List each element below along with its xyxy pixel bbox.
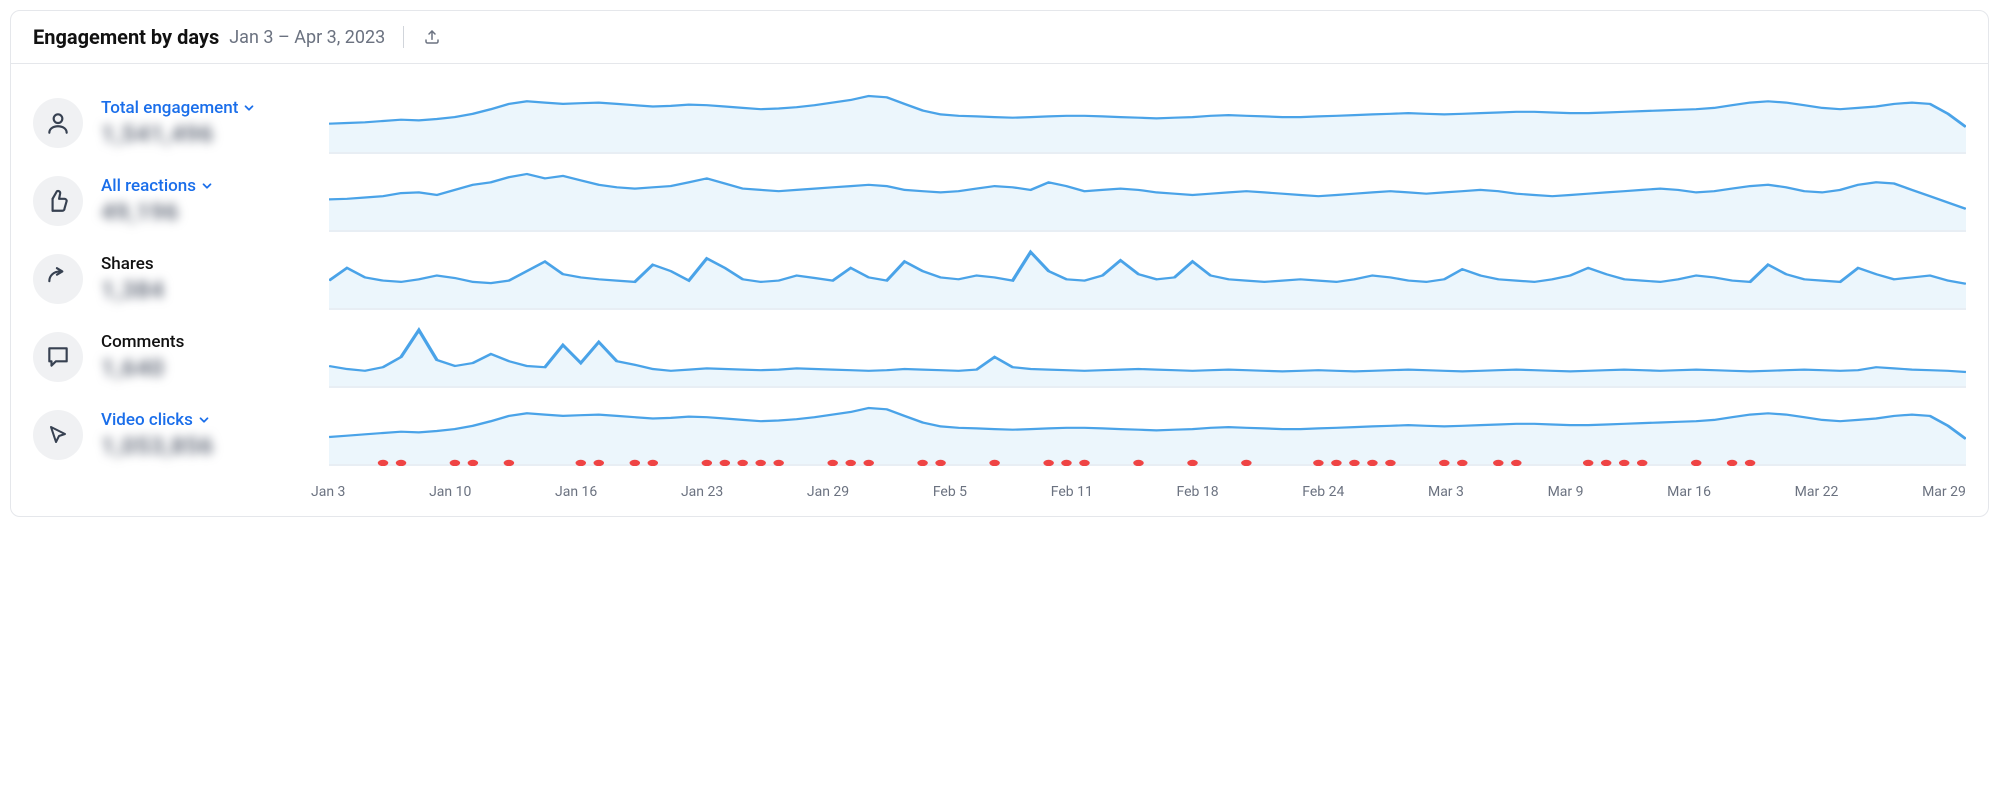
metric-value-all-reactions: 49,196	[101, 198, 311, 226]
chevron-down-icon	[200, 179, 214, 193]
metric-row-shares: Shares 1,384	[11, 240, 1988, 318]
sparkline-total-engagement	[329, 92, 1966, 154]
x-axis-tick: Jan 16	[555, 484, 597, 500]
metric-label-video-clicks[interactable]: Video clicks	[101, 410, 211, 430]
x-axis-tick: Feb 18	[1176, 484, 1218, 500]
chevron-down-icon	[197, 413, 211, 427]
x-axis-tick: Feb 24	[1302, 484, 1344, 500]
sparkline-shares	[329, 248, 1966, 310]
engagement-panel: Engagement by days Jan 3 – Apr 3, 2023 T…	[10, 10, 1989, 517]
metric-label-all-reactions[interactable]: All reactions	[101, 176, 214, 196]
metric-label-total-engagement[interactable]: Total engagement	[101, 98, 256, 118]
metric-row-video-clicks: Video clicks 1,053,856	[11, 396, 1988, 474]
sparkline-all-reactions	[329, 170, 1966, 232]
comment-icon	[33, 332, 83, 382]
x-axis-tick: Mar 3	[1428, 484, 1464, 500]
metric-label-col: All reactions 49,196	[101, 176, 311, 226]
metric-row-total-engagement: Total engagement 1,541,496	[11, 84, 1988, 162]
x-axis-tick: Mar 22	[1795, 484, 1839, 500]
metric-rows: Total engagement 1,541,496 All reactions…	[11, 64, 1988, 482]
metric-label-col: Total engagement 1,541,496	[101, 98, 311, 148]
metric-label-comments: Comments	[101, 332, 184, 352]
x-axis-tick: Jan 29	[807, 484, 849, 500]
metric-value-shares: 1,384	[101, 276, 311, 304]
thumb-icon	[33, 176, 83, 226]
metric-label-text: Video clicks	[101, 410, 193, 430]
x-axis-tick: Feb 11	[1051, 484, 1093, 500]
export-icon[interactable]	[422, 27, 442, 47]
divider	[403, 26, 404, 48]
person-icon	[33, 98, 83, 148]
x-axis-tick: Jan 3	[311, 484, 345, 500]
metric-value-comments: 1,640	[101, 354, 311, 382]
panel-date-range: Jan 3 – Apr 3, 2023	[229, 27, 385, 48]
metric-label-col: Comments 1,640	[101, 332, 311, 382]
chevron-down-icon	[242, 101, 256, 115]
metric-label-text: All reactions	[101, 176, 196, 196]
sparkline-comments	[329, 326, 1966, 388]
sparkline-video-clicks	[329, 404, 1966, 466]
x-axis-tick: Feb 5	[933, 484, 967, 500]
metric-value-video-clicks: 1,053,856	[101, 432, 311, 460]
x-axis-labels: Jan 3 Jan 10 Jan 16 Jan 23 Jan 29 Feb 5 Feb 11…	[311, 484, 1966, 500]
cursor-icon	[33, 410, 83, 460]
metric-label-text: Shares	[101, 254, 154, 274]
x-axis-row: Jan 3 Jan 10 Jan 16 Jan 23 Jan 29 Feb 5 Feb 11…	[11, 482, 1988, 516]
metric-label-col: Video clicks 1,053,856	[101, 410, 311, 460]
metric-label-text: Total engagement	[101, 98, 238, 118]
x-axis-tick: Mar 29	[1922, 484, 1966, 500]
metric-value-total-engagement: 1,541,496	[101, 120, 311, 148]
share-icon	[33, 254, 83, 304]
metric-label-shares: Shares	[101, 254, 154, 274]
metric-row-all-reactions: All reactions 49,196	[11, 162, 1988, 240]
metric-row-comments: Comments 1,640	[11, 318, 1988, 396]
x-axis-tick: Jan 10	[429, 484, 471, 500]
panel-title: Engagement by days	[33, 25, 219, 49]
x-axis-tick: Mar 9	[1548, 484, 1584, 500]
panel-header: Engagement by days Jan 3 – Apr 3, 2023	[11, 11, 1988, 64]
x-axis-tick: Mar 16	[1667, 484, 1711, 500]
x-axis-tick: Jan 23	[681, 484, 723, 500]
metric-label-col: Shares 1,384	[101, 254, 311, 304]
metric-label-text: Comments	[101, 332, 184, 352]
